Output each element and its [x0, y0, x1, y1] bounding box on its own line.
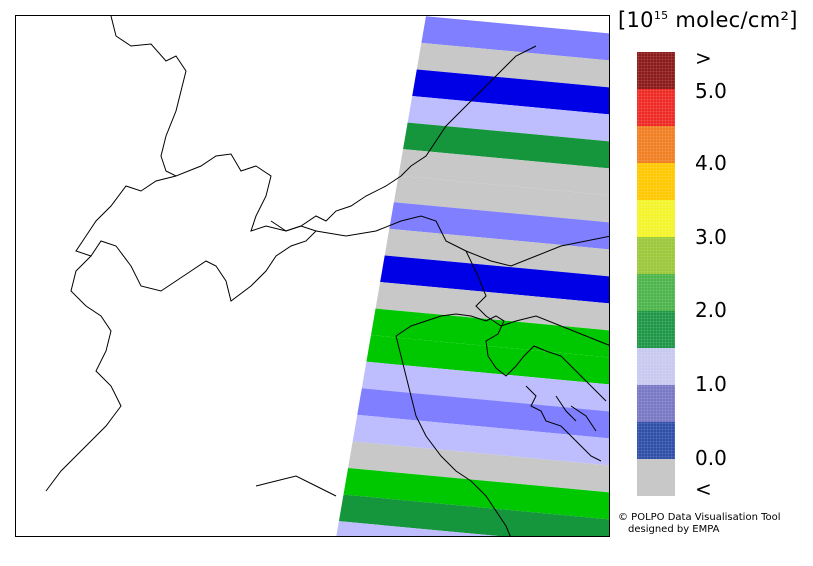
credit-line-2: designed by EMPA — [628, 524, 720, 535]
colorbar-segment — [637, 385, 675, 422]
swiss-border — [75, 175, 317, 302]
swath-band — [336, 465, 609, 520]
colorbar-segment — [637, 126, 675, 163]
satellite-swath — [336, 16, 609, 536]
colorbar-label: 1.0 — [695, 372, 727, 396]
swath-band — [336, 222, 609, 277]
colorbar-label: 4.0 — [695, 151, 727, 175]
swath-band — [336, 384, 609, 439]
swath-band — [336, 411, 609, 466]
swath-band — [336, 492, 609, 536]
italy-coast — [395, 313, 607, 402]
swath-band — [336, 357, 609, 412]
colorbar-segment — [637, 348, 675, 385]
austria-italy-border — [315, 215, 609, 267]
colorbar-label: 2.0 — [695, 298, 727, 322]
swath-band — [336, 303, 609, 358]
units-label: [1015 molec/cm²] — [618, 8, 798, 32]
colorbar-segment — [637, 422, 675, 459]
country-borders — [45, 16, 609, 536]
units-prefix: [10 — [618, 8, 654, 32]
italy-east-coast — [395, 335, 511, 536]
colorbar-label: 3.0 — [695, 225, 727, 249]
swath-band — [336, 519, 609, 536]
italy-western-border — [45, 255, 122, 492]
map-frame — [15, 15, 610, 537]
credit-line-1: © POLPO Data Visualisation Tool — [618, 512, 781, 523]
units-suffix: molec/cm²] — [668, 8, 798, 32]
swath-band — [336, 438, 609, 493]
colorbar — [637, 52, 675, 496]
tuscany-border — [255, 475, 337, 497]
units-exponent: 15 — [653, 9, 669, 22]
colorbar-segment — [637, 52, 675, 89]
colorbar-segment — [637, 274, 675, 311]
colorbar-segment — [637, 459, 675, 496]
colorbar-label: < — [695, 477, 712, 501]
swath-band — [336, 330, 609, 385]
map-svg — [45, 16, 609, 536]
credit: © POLPO Data Visualisation Tool designed… — [618, 512, 781, 536]
colorbar-segment — [637, 237, 675, 274]
swath-band — [336, 249, 609, 304]
colorbar-segment — [637, 311, 675, 348]
croatia-islands — [525, 385, 602, 462]
slovenia-croatia-border — [465, 250, 609, 346]
colorbar-segment — [637, 89, 675, 126]
colorbar-segment — [637, 163, 675, 200]
colorbar-label: 0.0 — [695, 446, 727, 470]
colorbar-segment — [637, 200, 675, 237]
france-germany-border — [110, 16, 537, 232]
colorbar-label: 5.0 — [695, 79, 727, 103]
colorbar-label: > — [695, 46, 712, 70]
swath-band — [336, 276, 609, 331]
